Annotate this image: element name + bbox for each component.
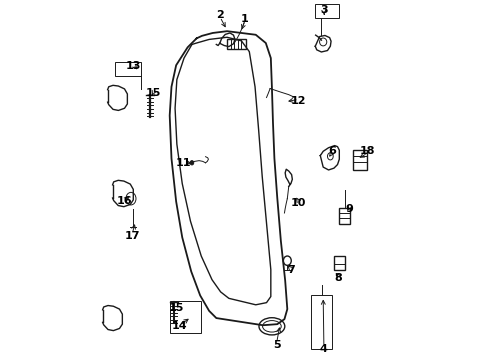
Bar bbox=[315, 4, 339, 18]
Bar bbox=[353, 150, 367, 170]
Text: 3: 3 bbox=[320, 5, 328, 15]
Text: 4: 4 bbox=[320, 344, 328, 354]
Text: 16: 16 bbox=[117, 196, 133, 206]
Text: 17: 17 bbox=[124, 231, 140, 240]
Text: 11: 11 bbox=[175, 158, 191, 168]
Bar bbox=[311, 296, 332, 348]
Text: 13: 13 bbox=[125, 61, 141, 71]
Text: 9: 9 bbox=[346, 204, 354, 214]
Text: 7: 7 bbox=[287, 265, 295, 275]
Text: 2: 2 bbox=[216, 10, 224, 20]
Text: 1: 1 bbox=[241, 14, 249, 24]
Bar bbox=[334, 256, 345, 270]
Text: 14: 14 bbox=[172, 321, 188, 331]
Bar bbox=[115, 62, 141, 76]
Text: 8: 8 bbox=[334, 273, 342, 283]
Ellipse shape bbox=[190, 161, 194, 165]
Text: 6: 6 bbox=[328, 146, 336, 156]
Bar bbox=[339, 208, 350, 224]
Text: 15: 15 bbox=[169, 303, 185, 314]
Text: 18: 18 bbox=[360, 146, 375, 156]
Text: 10: 10 bbox=[291, 198, 306, 208]
Text: 15: 15 bbox=[146, 88, 161, 98]
Bar bbox=[227, 39, 245, 49]
Text: 12: 12 bbox=[291, 96, 307, 106]
Text: 5: 5 bbox=[273, 340, 280, 350]
